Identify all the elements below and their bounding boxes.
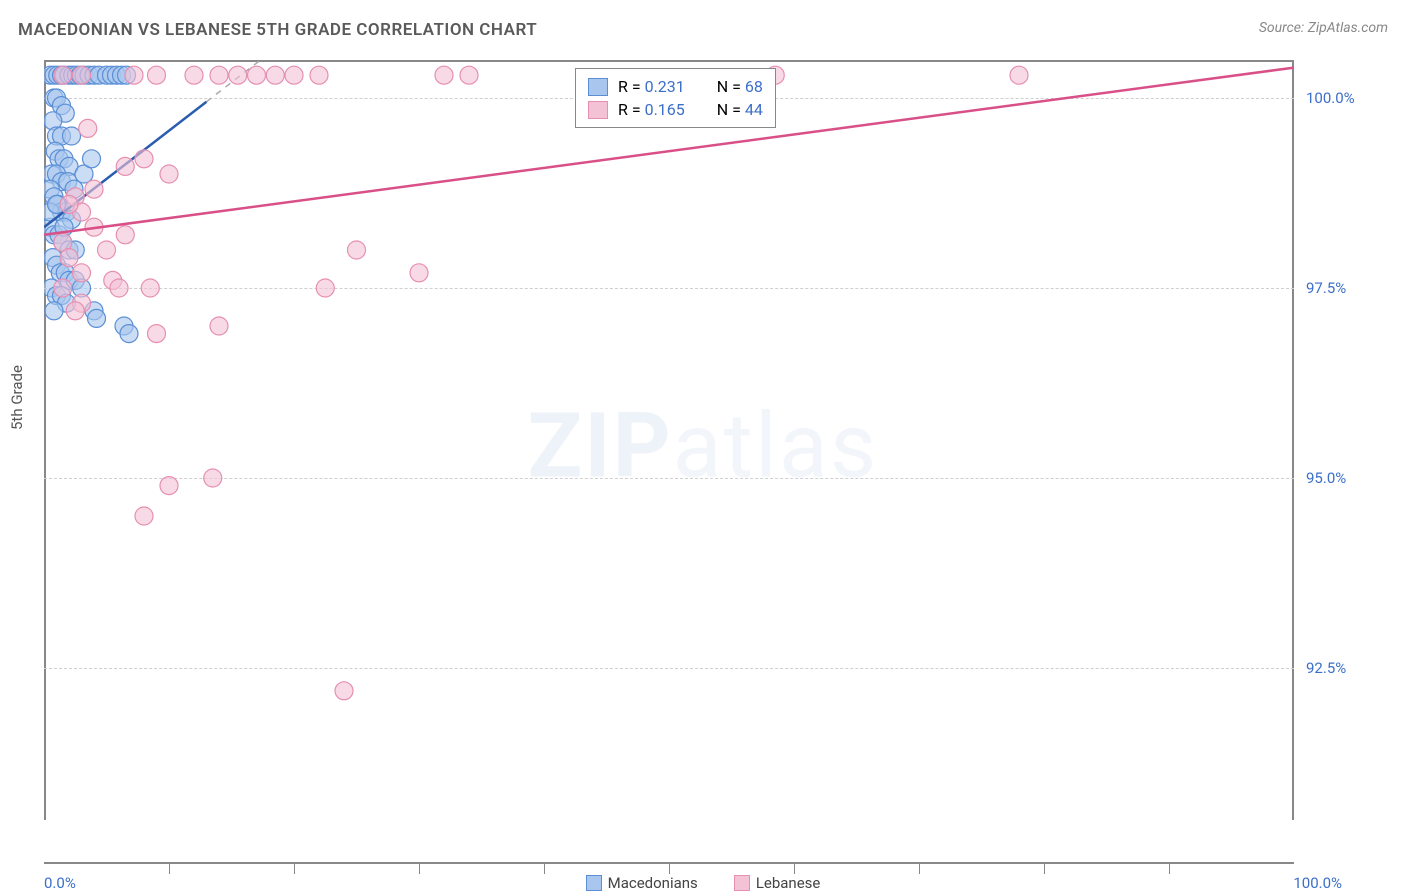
data-point <box>1010 66 1028 84</box>
stat-r-label: R = 0.165 <box>618 100 685 119</box>
y-tick-label: 100.0% <box>1306 89 1355 107</box>
data-point <box>148 66 166 84</box>
x-tick <box>294 864 295 874</box>
x-tick <box>794 864 795 874</box>
x-tick <box>169 864 170 874</box>
data-point <box>66 302 84 320</box>
legend-bottom: Macedonians Lebanese <box>0 874 1406 892</box>
stat-n-label: N = 68 <box>717 77 763 96</box>
data-point <box>210 66 228 84</box>
data-point <box>45 302 63 320</box>
legend-swatch <box>586 875 602 891</box>
data-point <box>125 66 143 84</box>
x-tick <box>544 864 545 874</box>
y-axis-label: 5th Grade <box>8 365 26 430</box>
data-point <box>310 66 328 84</box>
data-point <box>185 66 203 84</box>
data-point <box>60 195 78 213</box>
data-point <box>348 241 366 259</box>
stat-r-label: R = 0.231 <box>618 77 685 96</box>
data-point <box>73 66 91 84</box>
stats-row: R = 0.165 N = 44 <box>588 98 763 121</box>
data-point <box>204 469 222 487</box>
data-point <box>116 157 134 175</box>
data-point <box>79 119 97 137</box>
data-point <box>316 279 334 297</box>
data-point <box>88 309 106 327</box>
data-point <box>148 325 166 343</box>
data-point <box>460 66 478 84</box>
data-point <box>210 317 228 335</box>
data-point <box>229 66 247 84</box>
data-point <box>248 66 266 84</box>
data-point <box>435 66 453 84</box>
legend-item: Macedonians <box>586 874 698 892</box>
data-point <box>160 477 178 495</box>
chart-title: MACEDONIAN VS LEBANESE 5TH GRADE CORRELA… <box>18 20 537 40</box>
x-tick <box>1044 864 1045 874</box>
data-point <box>160 165 178 183</box>
data-point <box>335 682 353 700</box>
stats-row: R = 0.231 N = 68 <box>588 75 763 98</box>
data-point <box>141 279 159 297</box>
data-point <box>83 150 101 168</box>
x-tick <box>419 864 420 874</box>
legend-item: Lebanese <box>734 874 821 892</box>
data-point <box>54 66 72 84</box>
data-point <box>120 325 138 343</box>
data-point <box>410 264 428 282</box>
data-point <box>54 279 72 297</box>
y-tick-label: 97.5% <box>1306 279 1346 297</box>
data-point <box>135 507 153 525</box>
data-point <box>63 127 81 145</box>
source-attribution: Source: ZipAtlas.com <box>1259 20 1388 36</box>
data-point <box>73 264 91 282</box>
data-point <box>110 279 128 297</box>
data-point <box>285 66 303 84</box>
legend-swatch <box>734 875 750 891</box>
y-tick-label: 95.0% <box>1306 469 1346 487</box>
correlation-stats-box: R = 0.231 N = 68 R = 0.165 N = 44 <box>575 68 776 128</box>
data-point <box>116 226 134 244</box>
data-point <box>135 150 153 168</box>
data-point <box>98 241 116 259</box>
x-tick <box>1169 864 1170 874</box>
x-tick <box>919 864 920 874</box>
data-point <box>266 66 284 84</box>
x-tick <box>669 864 670 874</box>
scatter-plot <box>44 60 1294 820</box>
stat-n-label: N = 44 <box>717 100 763 119</box>
data-point <box>60 249 78 267</box>
y-tick-label: 92.5% <box>1306 659 1346 677</box>
data-point <box>85 180 103 198</box>
legend-swatch <box>588 101 608 119</box>
legend-swatch <box>588 78 608 96</box>
